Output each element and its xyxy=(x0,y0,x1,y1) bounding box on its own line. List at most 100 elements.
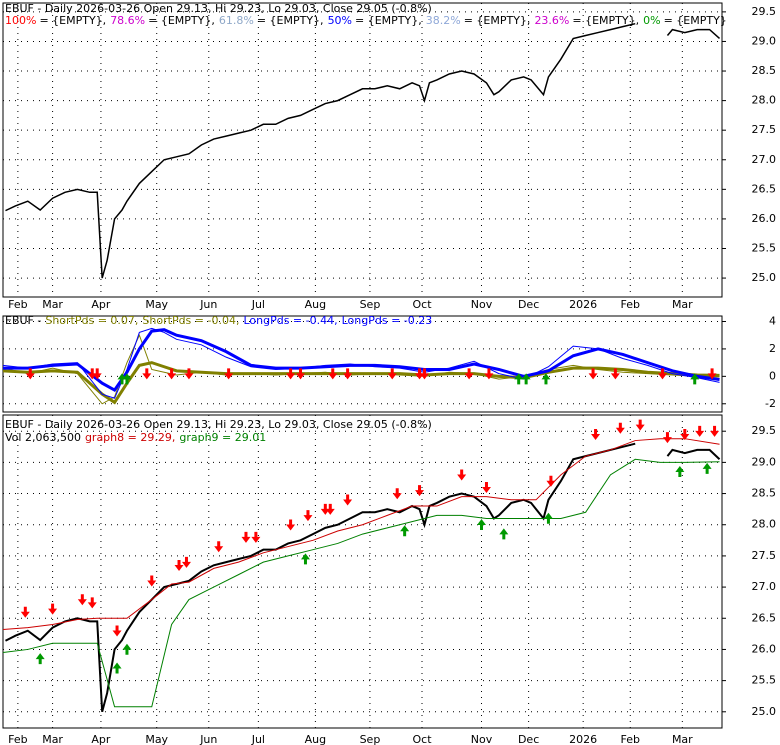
fib-level-name: 100% xyxy=(5,14,36,27)
panel-frame xyxy=(2,414,723,729)
y-tick-label: 28.0 xyxy=(752,518,777,531)
panel-title: EBUF - Daily 2026-03-26 Open 29.13, Hi 2… xyxy=(5,418,432,431)
sell-arrow xyxy=(662,432,672,444)
panel-title: EBUF - Daily 2026-03-26 Open 29.13, Hi 2… xyxy=(5,2,432,15)
y-tick-label: 26.0 xyxy=(752,212,777,225)
x-tick-label: 2026 xyxy=(569,298,597,311)
buy-arrow xyxy=(122,643,132,655)
sell-arrow xyxy=(147,575,157,587)
sell-arrow xyxy=(296,368,306,380)
sell-arrow xyxy=(419,368,429,380)
x-tick-label: Dec xyxy=(518,733,539,745)
buy-arrow xyxy=(122,373,132,385)
legend-entry: graph9 = 29.01 xyxy=(179,431,266,444)
sell-arrow xyxy=(87,368,97,380)
y-tick-label: 25.0 xyxy=(752,271,777,284)
legend-entry: graph8 = 29.29, xyxy=(85,431,175,444)
sell-arrow xyxy=(87,597,97,609)
price-line xyxy=(5,22,636,279)
y-tick-label: 28.5 xyxy=(752,64,777,77)
price-line xyxy=(3,328,720,393)
y-tick-label: 28.5 xyxy=(752,487,777,500)
fib-level-value: = {EMPTY}, xyxy=(257,14,324,27)
x-tick-label: Feb xyxy=(8,298,27,311)
y-tick-label: 26.5 xyxy=(752,182,777,195)
x-tick-label: Nov xyxy=(471,733,493,745)
legend-entry: LongPds = -0.23 xyxy=(342,314,433,327)
sell-arrow xyxy=(174,559,184,571)
buy-arrow xyxy=(541,373,551,385)
fib-level-value: = {EMPTY}, xyxy=(148,14,215,27)
x-tick-label: Oct xyxy=(412,298,432,311)
sell-arrow xyxy=(610,368,620,380)
buy-arrow xyxy=(112,662,122,674)
x-tick-label: Sep xyxy=(360,733,381,745)
y-tick-label: 29.5 xyxy=(752,5,777,18)
buy-arrow xyxy=(400,525,410,537)
sell-arrow xyxy=(343,494,353,506)
buy-arrow xyxy=(477,519,487,531)
panel-frame xyxy=(2,315,723,413)
sell-arrow xyxy=(214,541,224,553)
sell-arrow xyxy=(484,368,494,380)
y-tick-label: 26.0 xyxy=(752,642,777,655)
y-tick-label: 4 xyxy=(769,314,776,327)
sell-arrow xyxy=(320,503,330,515)
sell-arrow xyxy=(112,625,122,637)
y-tick-label: 25.5 xyxy=(752,674,777,687)
fib-level-name: 0% xyxy=(643,14,660,27)
fib-level-name: 50% xyxy=(328,14,352,27)
buy-arrow xyxy=(543,512,553,524)
sell-arrow xyxy=(392,488,402,500)
sell-arrow xyxy=(481,482,491,494)
price-line xyxy=(2,458,720,708)
x-tick-label: Apr xyxy=(91,733,111,745)
y-tick-label: 27.5 xyxy=(752,549,777,562)
buy-arrow xyxy=(702,462,712,474)
sell-arrow xyxy=(325,503,335,515)
sell-arrow xyxy=(251,531,261,543)
y-tick-label: 29.0 xyxy=(752,34,777,47)
sell-arrow xyxy=(546,475,556,487)
fib-level-value: = {EMPTY}, xyxy=(572,14,639,27)
sell-arrow xyxy=(415,485,425,497)
y-tick-label: 27.5 xyxy=(752,123,777,136)
sell-arrow xyxy=(710,425,720,437)
panel-subheader: 100% = {EMPTY}, 78.6% = {EMPTY}, 61.8% = {EMP… xyxy=(5,14,727,27)
sell-arrow xyxy=(303,510,313,522)
sell-arrow xyxy=(387,368,397,380)
y-tick-label: 25.5 xyxy=(752,241,777,254)
sell-arrow xyxy=(328,368,338,380)
sell-arrow xyxy=(695,425,705,437)
y-tick-label: 29.5 xyxy=(752,424,777,437)
fib-level-name: 38.2% xyxy=(426,14,461,27)
x-tick-label: Jun xyxy=(199,733,217,745)
buy-arrow xyxy=(521,373,531,385)
volume-label: Vol 2,063,500 xyxy=(5,431,81,444)
x-tick-label: Feb xyxy=(8,733,27,745)
sell-arrow xyxy=(415,368,425,380)
x-tick-label: Nov xyxy=(471,298,493,311)
sell-arrow xyxy=(77,594,87,606)
y-tick-label: 28.0 xyxy=(752,94,777,107)
sell-arrow xyxy=(241,531,251,543)
sell-arrow xyxy=(464,368,474,380)
sell-arrow xyxy=(286,368,296,380)
x-tick-label: Feb xyxy=(621,733,640,745)
fib-level-value: = {EMPTY}, xyxy=(39,14,106,27)
x-tick-label: Apr xyxy=(91,298,111,311)
buy-arrow xyxy=(690,373,700,385)
sell-arrow xyxy=(20,606,30,618)
buy-arrow xyxy=(35,653,45,665)
sell-arrow xyxy=(680,429,690,441)
sell-arrow xyxy=(657,368,667,380)
fib-level-name: 78.6% xyxy=(110,14,145,27)
y-tick-label: 25.0 xyxy=(752,705,777,718)
y-tick-label: 27.0 xyxy=(752,153,777,166)
y-tick-label: -2 xyxy=(765,397,776,410)
price-line xyxy=(2,438,720,630)
sell-arrow xyxy=(588,368,598,380)
header-ticker: EBUF - xyxy=(5,314,41,327)
sell-arrow xyxy=(142,368,152,380)
x-tick-label: Mar xyxy=(672,733,693,745)
